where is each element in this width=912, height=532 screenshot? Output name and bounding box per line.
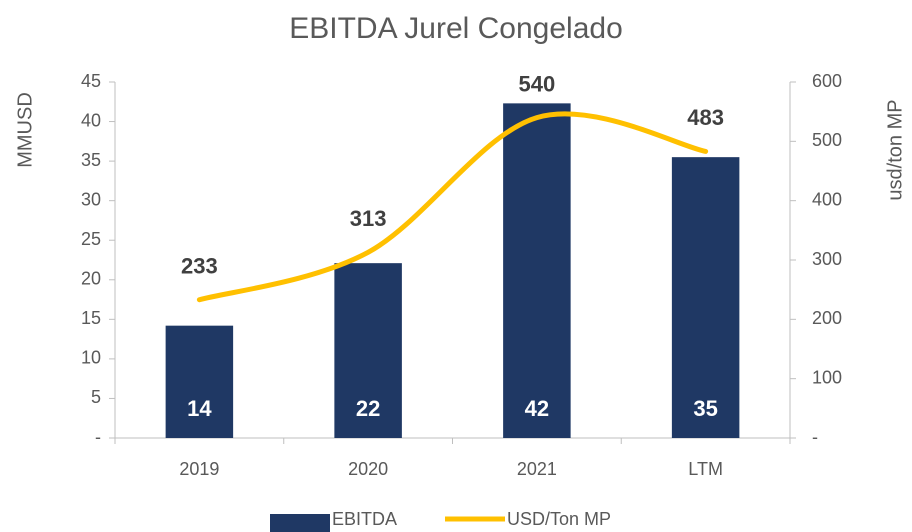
y-tick-label: 30 [81, 189, 101, 209]
x-tick-label: 2021 [517, 459, 557, 479]
bar [671, 157, 740, 438]
y-tick-label: 25 [81, 229, 101, 249]
bar [334, 263, 402, 438]
y2-tick-label: - [812, 427, 818, 447]
x-tick-label: LTM [688, 459, 723, 479]
y2-tick-label: 400 [812, 189, 842, 209]
bar [503, 103, 571, 439]
y-tick-label: 15 [81, 308, 101, 328]
x-tick-label: 2019 [179, 459, 219, 479]
x-tick-label: 2020 [348, 459, 388, 479]
chart-title: EBITDA Jurel Congelado [289, 12, 623, 45]
y-axis-label: MMUSD [14, 92, 36, 168]
line-value-label: 233 [181, 254, 218, 279]
y-tick-label: 20 [81, 269, 101, 289]
y2-tick-label: 200 [812, 308, 842, 328]
y2-tick-label: 600 [812, 71, 842, 91]
legend-swatch [270, 514, 330, 532]
y-tick-label: 10 [81, 348, 101, 368]
bar-value-label: 35 [693, 396, 717, 421]
y-tick-label: 5 [91, 387, 101, 407]
legend-label: USD/Ton MP [507, 509, 611, 529]
legend-label: EBITDA [332, 509, 397, 529]
y-tick-label: 45 [81, 71, 101, 91]
bar-value-label: 42 [525, 396, 549, 421]
y2-tick-label: 100 [812, 367, 842, 387]
y-tick-label: - [95, 427, 101, 447]
y2-axis-label: usd/ton MP [884, 99, 906, 200]
y-tick-label: 40 [81, 110, 101, 130]
y-tick-label: 35 [81, 150, 101, 170]
line [196, 111, 709, 303]
bar [165, 325, 234, 438]
y2-tick-label: 300 [812, 249, 842, 269]
line-value-label: 313 [350, 206, 387, 231]
bar-value-label: 14 [187, 396, 212, 421]
line-value-label: 540 [519, 71, 556, 96]
bar-value-label: 22 [356, 396, 380, 421]
line-value-label: 483 [687, 105, 724, 130]
y2-tick-label: 500 [812, 130, 842, 150]
